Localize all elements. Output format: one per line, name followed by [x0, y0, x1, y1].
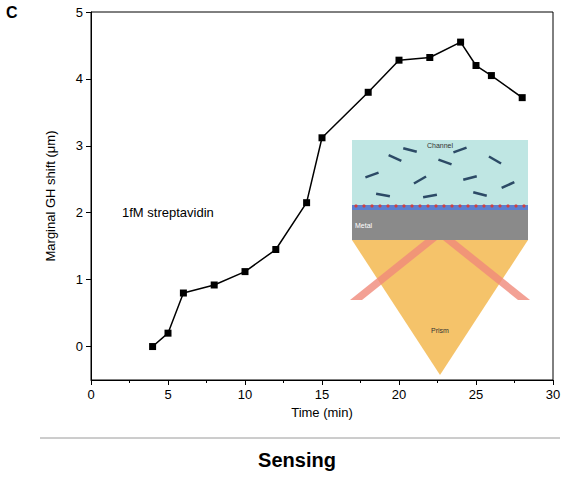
- svg-text:C: C: [6, 4, 18, 21]
- svg-text:Marginal GH shift (μm): Marginal GH shift (μm): [43, 130, 58, 261]
- svg-text:20: 20: [392, 387, 406, 402]
- svg-text:Sensing: Sensing: [258, 449, 336, 471]
- svg-text:0: 0: [76, 339, 83, 354]
- svg-text:4: 4: [76, 71, 83, 86]
- svg-text:2: 2: [76, 205, 83, 220]
- svg-text:Prism: Prism: [431, 327, 449, 334]
- svg-text:Metal: Metal: [355, 222, 373, 229]
- svg-text:1fM streptavidin: 1fM streptavidin: [122, 205, 214, 220]
- svg-text:3: 3: [76, 138, 83, 153]
- svg-text:0: 0: [87, 387, 94, 402]
- svg-text:15: 15: [315, 387, 329, 402]
- svg-text:5: 5: [164, 387, 171, 402]
- svg-text:5: 5: [76, 5, 83, 20]
- svg-text:Time (min): Time (min): [291, 405, 353, 420]
- svg-text:Channel: Channel: [427, 142, 454, 149]
- svg-text:30: 30: [546, 387, 560, 402]
- svg-text:25: 25: [469, 387, 483, 402]
- svg-text:10: 10: [238, 387, 252, 402]
- svg-text:1: 1: [76, 272, 83, 287]
